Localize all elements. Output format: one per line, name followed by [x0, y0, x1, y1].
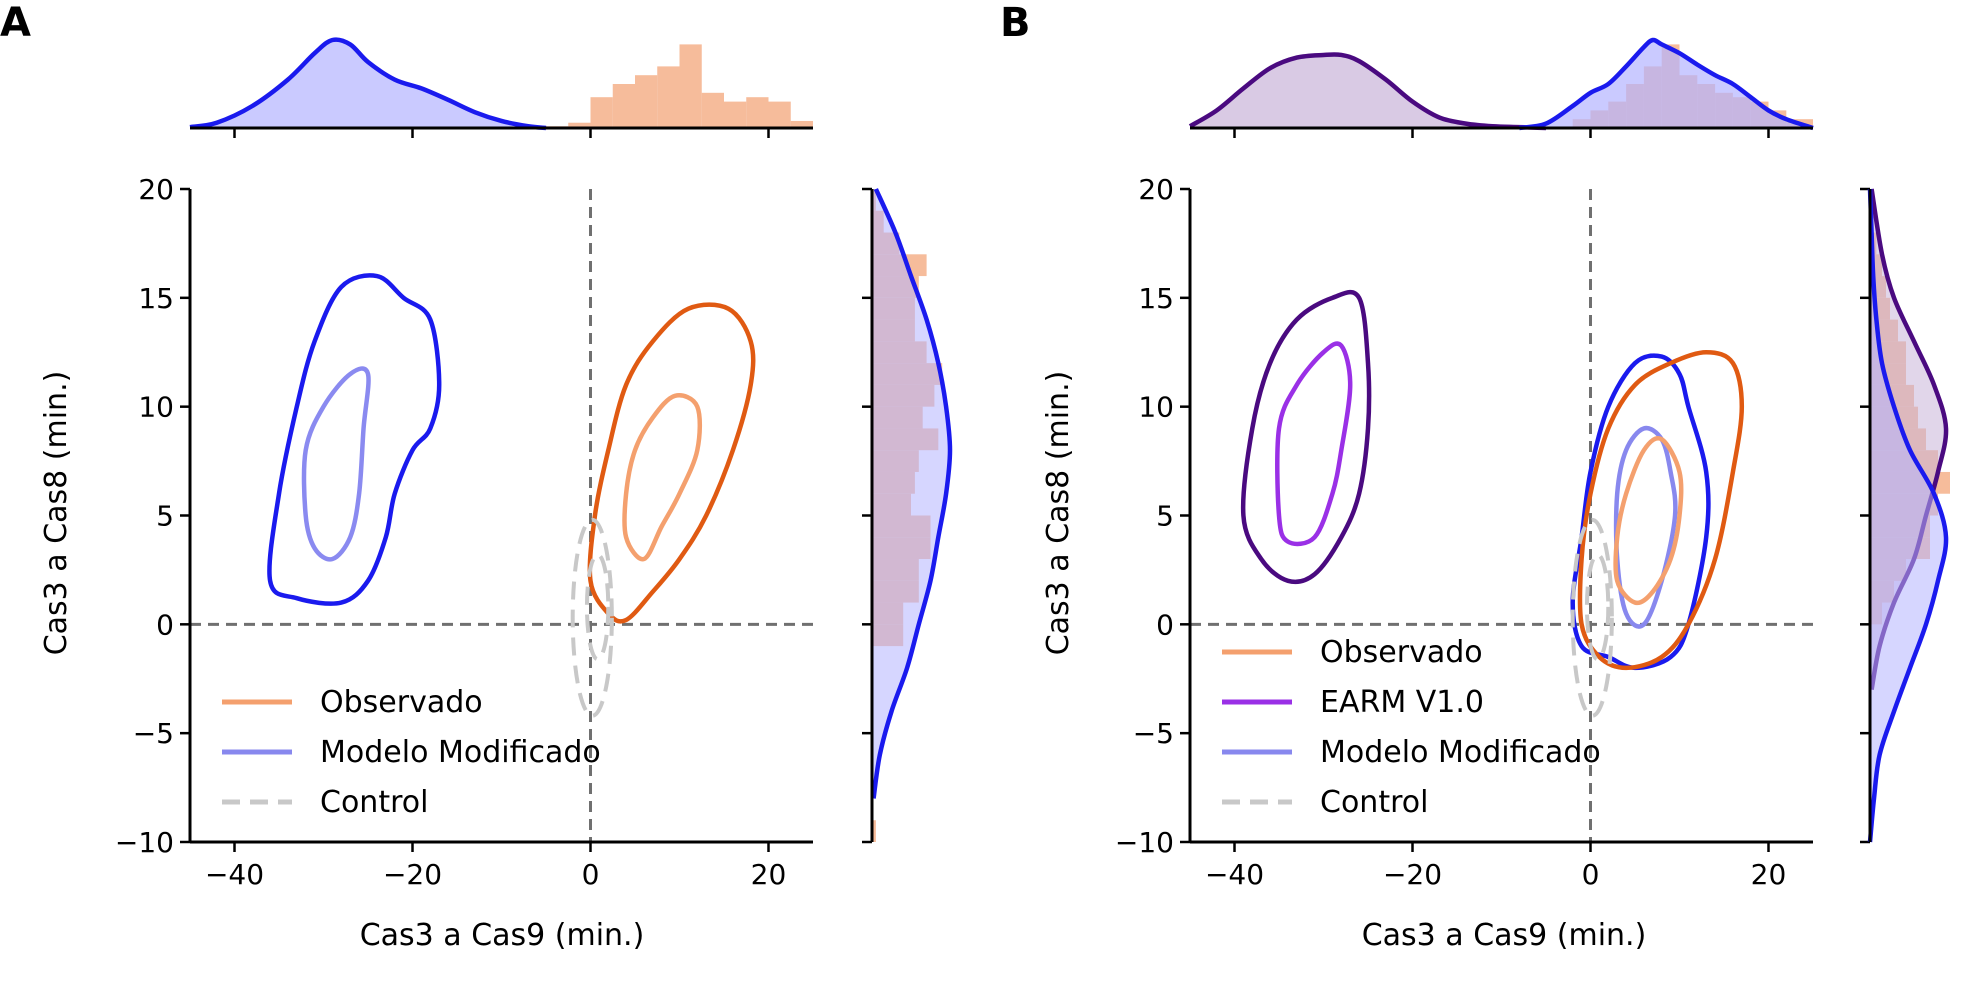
- y-tick-label: 0: [156, 608, 174, 641]
- contour-modelo-modificado-inner: [1613, 425, 1678, 629]
- contour-control-outer: [570, 517, 614, 718]
- y-tick-label: 0: [1156, 608, 1174, 641]
- marginal-y-hist-bar: [872, 820, 876, 842]
- y-axis-label: Cas3 a Cas8 (min.): [39, 371, 74, 656]
- contour-modelo-modificado-outer: [267, 273, 442, 606]
- marginal-x-hist-bar: [635, 75, 658, 128]
- marginal-y-kde-line: [871, 188, 953, 799]
- y-tick-label: 15: [138, 282, 174, 315]
- x-tick-label: −40: [205, 858, 264, 891]
- marginal-x-hist-bar: [790, 120, 813, 128]
- axes: −40 −20 0 20 −10 −5 0 5 10 15 20: [115, 173, 813, 891]
- y-tick-label: −10: [115, 826, 174, 859]
- contour-observado-outer: [1577, 350, 1745, 671]
- y-tick-label: 5: [1156, 500, 1174, 533]
- marginal-x: [1188, 37, 1814, 138]
- marginal-x: [189, 37, 813, 138]
- x-tick-label: −20: [1383, 858, 1442, 891]
- x-axis-label: Cas3 a Cas9 (min.): [1362, 918, 1647, 953]
- contour-observado-inner: [1613, 435, 1684, 606]
- marginal-x-hist-bar: [657, 66, 680, 128]
- marginal-x-hist-bar: [568, 122, 591, 128]
- marginal-x-hist-bar: [724, 101, 747, 128]
- marginal-y-kde-fill: [1870, 189, 1947, 842]
- x-tick-label: 0: [1582, 858, 1600, 891]
- legend-label: Control: [320, 785, 428, 820]
- y-tick-label: 20: [138, 173, 174, 206]
- y-tick-label: −5: [133, 717, 174, 750]
- marginal-x-kde-fill: [1519, 39, 1813, 128]
- contour-observado-outer: [587, 302, 756, 624]
- marginal-x-kde-fill: [190, 39, 546, 128]
- y-tick-label: −10: [1115, 826, 1174, 859]
- marginal-y: [1860, 187, 1950, 844]
- main-plot: [190, 189, 813, 842]
- marginal-y-kde-fill: [872, 189, 950, 799]
- legend: Observado EARM V1.0 Modelo Modificado Contr…: [1222, 635, 1601, 820]
- marginal-x-hist-bar: [746, 97, 769, 128]
- x-tick-label: −20: [383, 858, 442, 891]
- marginal-y: [862, 187, 953, 844]
- x-tick-label: 20: [1751, 858, 1787, 891]
- contour-modelo-modificado-outer: [1570, 353, 1711, 671]
- y-tick-label: −5: [1133, 717, 1174, 750]
- y-tick-label: 10: [138, 391, 174, 424]
- legend-label: Observado: [320, 685, 483, 720]
- marginal-x-kde-fill: [1190, 54, 1546, 128]
- x-tick-label: 20: [751, 858, 787, 891]
- marginal-x-hist-bar: [590, 97, 613, 128]
- panel-a: A −40 −20 0 20 −10 −5 0 5 10 15 20 Observado Modelo…: [0, 0, 953, 953]
- marginal-x-hist-bar: [768, 101, 791, 128]
- contour-earm-v1.0-outer: [1240, 289, 1372, 585]
- marginal-x-kde-line: [1188, 52, 1547, 131]
- legend-label: Control: [1320, 785, 1428, 820]
- legend-label: Modelo Modificado: [1320, 735, 1601, 770]
- y-axis-label: Cas3 a Cas8 (min.): [1041, 371, 1076, 656]
- legend-label: Modelo Modificado: [320, 735, 601, 770]
- x-axis-label: Cas3 a Cas9 (min.): [360, 918, 645, 953]
- marginal-y-kde-line: [1867, 188, 1949, 843]
- contour-modelo-modificado-inner: [301, 366, 371, 562]
- marginal-x-hist-bar: [612, 84, 635, 128]
- legend-label: Observado: [1320, 635, 1483, 670]
- main-plot: [1190, 189, 1813, 842]
- marginal-x-kde-line: [1518, 37, 1814, 131]
- panel-label: A: [0, 0, 31, 46]
- panel-label: B: [1000, 0, 1031, 46]
- panel-b: B −40 −20 0 20 −10 −5 0 5 10 15 20 Observado EARM V…: [1000, 0, 1950, 953]
- contour-control-inner: [1584, 552, 1611, 662]
- contour-control-outer: [1570, 517, 1614, 718]
- y-tick-label: 15: [1138, 282, 1174, 315]
- contour-observado-inner: [622, 393, 703, 562]
- axes: −40 −20 0 20 −10 −5 0 5 10 15 20: [1115, 173, 1813, 891]
- marginal-x-hist-bar: [701, 92, 724, 128]
- y-tick-label: 5: [156, 500, 174, 533]
- contour-earm-v1.0-inner: [1275, 341, 1353, 547]
- legend-label: EARM V1.0: [1320, 685, 1484, 720]
- marginal-x-hist-bar: [679, 44, 702, 128]
- legend: Observado Modelo Modificado Control: [222, 685, 601, 820]
- x-tick-label: −40: [1205, 858, 1264, 891]
- x-tick-label: 0: [582, 858, 600, 891]
- marginal-x-kde-line: [189, 37, 547, 131]
- contour-control-inner: [584, 552, 611, 662]
- y-tick-label: 10: [1138, 391, 1174, 424]
- y-tick-label: 20: [1138, 173, 1174, 206]
